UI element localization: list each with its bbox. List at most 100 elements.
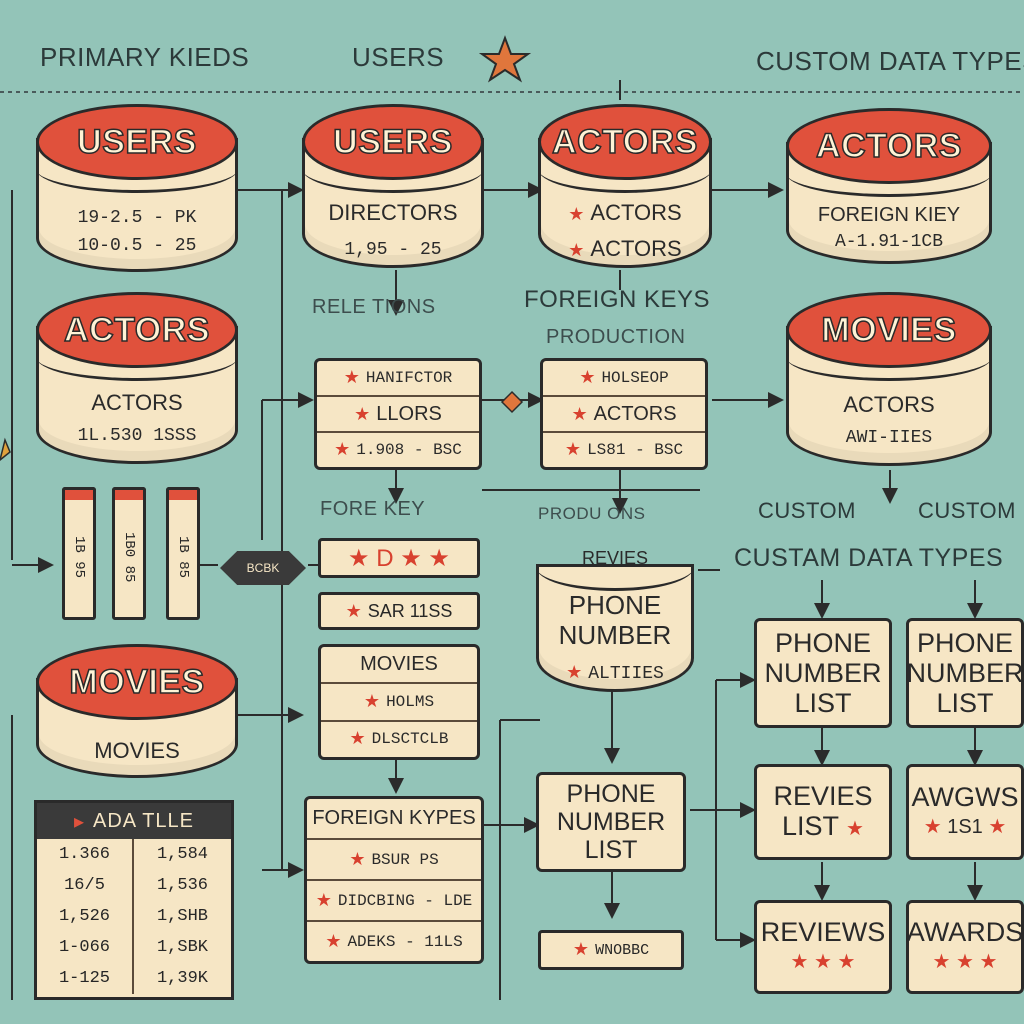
table-cell: 1,39K: [156, 969, 208, 988]
bcbk-chip: BCBK: [220, 551, 306, 585]
directors-table-box[interactable]: ★ HANIFCTOR ★ LLORS ★ 1.908 - BSC: [314, 358, 482, 470]
sar-box[interactable]: ★ SAR 11SS: [318, 592, 480, 630]
phone-number-list-card-2[interactable]: PHONE NUMBER LIST: [906, 618, 1024, 728]
table-row: ★ BSUR PS: [307, 840, 481, 881]
header-users-label: USERS: [352, 42, 445, 72]
cylinder-row: ★ ALTIIES: [566, 664, 664, 684]
cylinder-row: PHONE NUMBER: [558, 590, 672, 650]
table-cell: 1-125: [37, 963, 134, 994]
star-icon: ★: [334, 441, 351, 461]
data-table[interactable]: ▸ ADA TLLE 1.366 1,584 16/5 1,536 1,526 1,SHB 1…: [34, 800, 234, 1000]
cylinder-row: DIRECTORS: [328, 200, 458, 225]
table-row: ★ HANIFCTOR: [317, 361, 479, 397]
table-cell: 1,SHB: [156, 907, 208, 926]
cylinder-cap: USERS: [36, 104, 238, 180]
table-cell: 1.366: [37, 839, 134, 870]
phone-number-list-card-1[interactable]: PHONE NUMBER LIST: [754, 618, 892, 728]
star-icon: ★: [572, 941, 590, 961]
table-row: ★ 1.908 - BSC: [334, 441, 462, 461]
table-row: ★ HOLMS: [321, 684, 477, 722]
star-icon: ★: [349, 730, 366, 751]
table-row: MOVIES: [321, 647, 477, 685]
star-icon: ★: [568, 204, 585, 224]
wnoebc-box[interactable]: ★ WNOBBC: [538, 930, 684, 970]
actors-left-cylinder[interactable]: ACTORS ACTORS 1L.530 1SSS: [36, 292, 238, 464]
header-primary-keys-label: PRIMARY KIEDS: [40, 42, 250, 72]
productions-label: PRODU ONS: [538, 504, 646, 523]
stars-row: ★ ★ ★: [932, 951, 998, 973]
cylinder-row: 1,95 - 25: [344, 240, 442, 260]
header-custom-data-types-label: CUSTOM DATA TYPES: [756, 46, 1024, 76]
star-icon: ★: [846, 817, 864, 840]
cylinder-title: REVIES: [581, 548, 649, 568]
cylinder-row: A-1.91-1CB: [834, 232, 944, 252]
star-icon: ★: [579, 369, 596, 389]
cylinder-row: FOREIGN KIEY: [817, 204, 961, 226]
data-table-header: ▸ ADA TLLE: [37, 803, 231, 839]
cylinder-row: 10-0.5 - 25: [77, 236, 197, 256]
caret-icon: ▸: [73, 810, 85, 833]
cylinder-row: 19-2.5 - PK: [77, 208, 197, 228]
revies-list-card[interactable]: REVIES LIST ★: [754, 764, 892, 860]
star-icon: ★: [349, 850, 366, 871]
cylinder-title: USERS: [332, 122, 453, 162]
column-box[interactable]: 1B 95: [62, 487, 96, 620]
table-row: ★ DLSCTCLB: [349, 730, 449, 751]
cylinder-row: MOVIES: [94, 738, 180, 763]
table-cell: 1,584: [156, 845, 208, 864]
cylinder-title: ACTORS: [63, 310, 210, 350]
table-row: ★ ACTORS: [543, 397, 705, 433]
production-table-box[interactable]: ★ HOLSEOP ★ ACTORS ★ LS81 - BSC: [540, 358, 708, 470]
table-cell: 1-066: [37, 932, 134, 963]
revies-cylinder[interactable]: REVIES PHONE NUMBER ★ ALTIIES: [536, 546, 694, 692]
cylinder-title: MOVIES: [69, 662, 205, 702]
cylinder-row: AWI-IIES: [845, 428, 933, 448]
movies-left-cylinder[interactable]: MOVIES MOVIES: [36, 644, 238, 778]
table-row: ★ LLORS: [317, 397, 479, 433]
cylinder-row: ★ ACTORS: [568, 200, 682, 225]
awards-card[interactable]: AWARDS ★ ★ ★: [906, 900, 1024, 994]
star-icon: ★: [564, 441, 582, 461]
table-row: ★ HOLSEOP: [543, 361, 705, 397]
relations-label: RELE TIONS: [312, 296, 436, 318]
cylinder-row: 1L.530 1SSS: [77, 426, 197, 446]
star-icon: ★: [325, 932, 342, 953]
star-icon: ★: [566, 664, 583, 684]
cylinder-row: ACTORS: [91, 390, 183, 415]
cylinder-title: MOVIES: [821, 310, 957, 350]
awgws-card[interactable]: AWGWS ★ 1S1 ★: [906, 764, 1024, 860]
table-cell: 16/5: [37, 870, 134, 901]
table-cell: 1,SBK: [156, 938, 208, 957]
reviews-card[interactable]: REVIEWS ★ ★ ★: [754, 900, 892, 994]
cylinder-title: USERS: [76, 122, 197, 162]
users-table-cylinder[interactable]: USERS 19-2.5 - PK 10-0.5 - 25: [36, 104, 238, 272]
actors-mid-cylinder[interactable]: ACTORS ★ ACTORS ★ ACTORS: [538, 104, 712, 268]
table-row: ★ DIDCBING - LDE: [307, 881, 481, 922]
column-box[interactable]: 1B 85: [166, 487, 200, 620]
stars-row: ★ ★ ★: [790, 951, 856, 973]
phone-number-list-mid-card[interactable]: PHONE NUMBER LIST: [536, 772, 686, 872]
table-cell: 1,526: [37, 901, 134, 932]
actors-right-cylinder[interactable]: ACTORS FOREIGN KIEY A-1.91-1CB: [786, 108, 992, 264]
star-icon: ★: [568, 240, 585, 260]
star-icon: ★: [988, 816, 1007, 838]
star-icon: ★: [363, 692, 381, 713]
star-icon: ★: [315, 891, 332, 912]
custom-label-2: CUSTOM: [918, 498, 1016, 523]
column-box[interactable]: 1B0 85: [112, 487, 146, 620]
star-icon: ★: [345, 600, 362, 621]
table-row: ★ ADEKS - 11LS: [325, 932, 463, 953]
users-directors-cylinder[interactable]: USERS DIRECTORS 1,95 - 25: [302, 104, 484, 268]
stars-box[interactable]: ★ D ★ ★: [318, 538, 480, 578]
star-icon: ★: [343, 369, 360, 389]
movies-table-box[interactable]: MOVIES ★ HOLMS ★ DLSCTCLB: [318, 644, 480, 760]
cylinder-row: ACTORS: [843, 392, 935, 417]
star-icon: ★: [571, 403, 588, 424]
foreign-kypes-box[interactable]: FOREIGN KYPES ★ BSUR PS ★ DIDCBING - LDE ★…: [304, 796, 484, 964]
movies-right-cylinder[interactable]: MOVIES ACTORS AWI-IIES: [786, 292, 992, 466]
production-label: PRODUCTION: [546, 326, 686, 348]
cylinder-row: ★ ACTORS: [568, 236, 682, 261]
custam-data-types-label: CUSTAM DATA TYPES: [734, 544, 1004, 572]
foreign-key-label: FORE KEY: [320, 498, 426, 520]
